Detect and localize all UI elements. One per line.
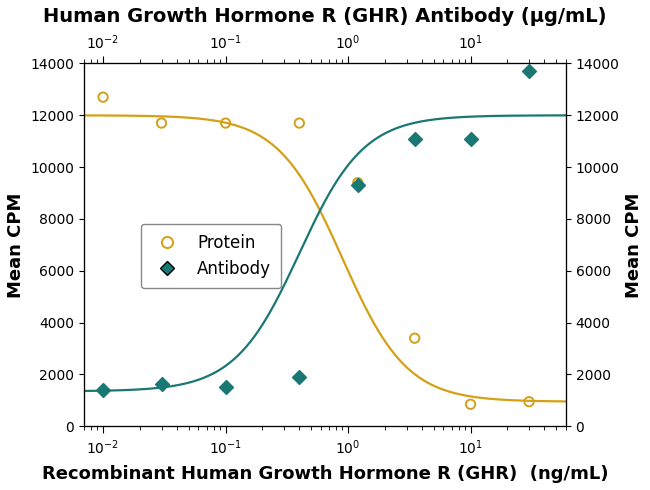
- X-axis label: Recombinant Human Growth Hormone R (GHR)  (ng/mL): Recombinant Human Growth Hormone R (GHR)…: [42, 465, 608, 483]
- Point: [156, 119, 166, 127]
- X-axis label: Human Growth Hormone R (GHR) Antibody (μg/mL): Human Growth Hormone R (GHR) Antibody (μ…: [44, 7, 606, 26]
- Point: [465, 135, 476, 143]
- Point: [294, 119, 305, 127]
- Point: [352, 179, 363, 187]
- Point: [220, 384, 231, 392]
- Point: [465, 400, 476, 408]
- Point: [410, 135, 420, 143]
- Point: [410, 334, 420, 342]
- Point: [524, 67, 534, 75]
- Point: [156, 380, 166, 388]
- Y-axis label: Mean CPM: Mean CPM: [625, 192, 643, 297]
- Point: [98, 386, 109, 394]
- Point: [98, 93, 109, 101]
- Point: [220, 119, 231, 127]
- Point: [294, 373, 305, 381]
- Point: [524, 398, 534, 406]
- Point: [352, 181, 363, 189]
- Y-axis label: Mean CPM: Mean CPM: [7, 192, 25, 297]
- Legend: Protein, Antibody: Protein, Antibody: [140, 223, 281, 288]
